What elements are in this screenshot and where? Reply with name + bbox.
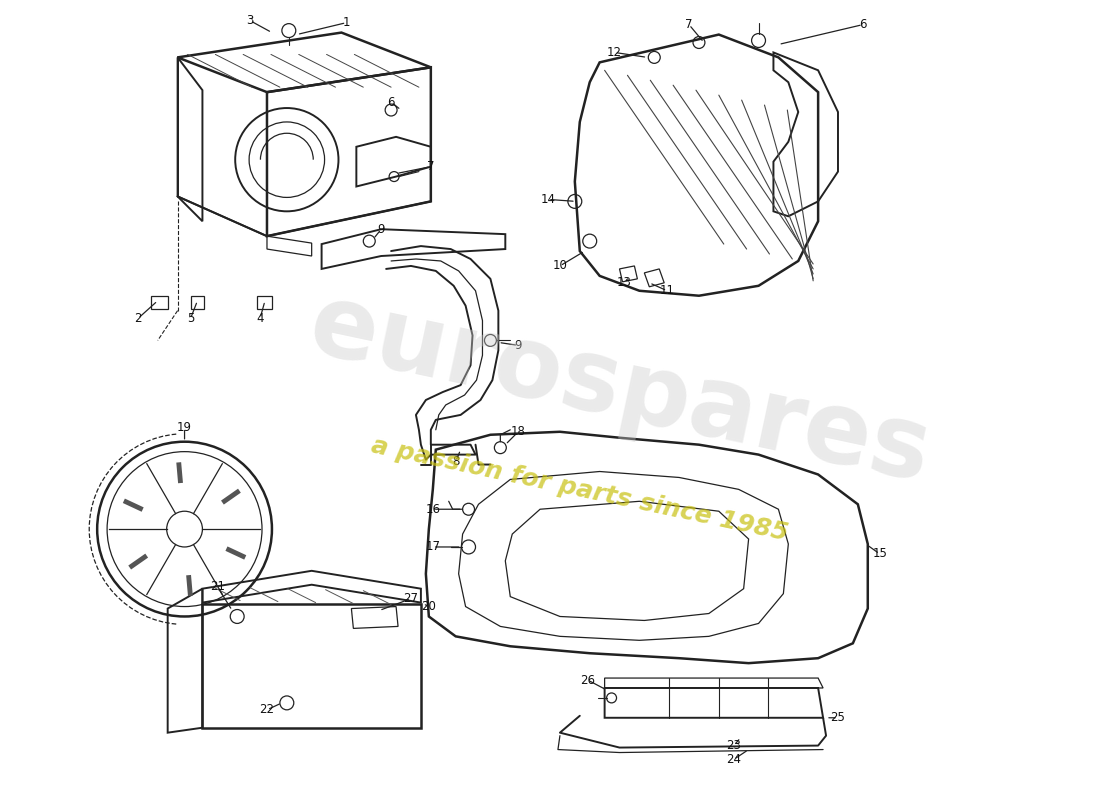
- Text: 26: 26: [580, 674, 595, 686]
- Text: 7: 7: [427, 160, 434, 173]
- Text: a passion for parts since 1985: a passion for parts since 1985: [370, 434, 791, 546]
- Text: 8: 8: [452, 455, 460, 468]
- Text: 25: 25: [830, 711, 846, 724]
- Text: 11: 11: [660, 284, 674, 298]
- Text: 3: 3: [246, 14, 254, 27]
- Text: eurospares: eurospares: [300, 277, 938, 503]
- Text: 2: 2: [134, 312, 142, 325]
- Text: 23: 23: [726, 739, 741, 752]
- Text: 22: 22: [260, 703, 275, 716]
- Text: 17: 17: [426, 541, 440, 554]
- Text: 5: 5: [187, 312, 195, 325]
- Text: 1: 1: [343, 16, 350, 29]
- Text: 9: 9: [377, 222, 385, 236]
- Text: 6: 6: [387, 95, 395, 109]
- Text: 18: 18: [510, 426, 526, 438]
- Text: 4: 4: [256, 312, 264, 325]
- Text: 16: 16: [426, 502, 440, 516]
- Text: 9: 9: [515, 339, 522, 352]
- Text: 6: 6: [859, 18, 867, 31]
- Text: 15: 15: [872, 547, 887, 561]
- Text: 27: 27: [404, 592, 418, 605]
- Text: 13: 13: [617, 276, 631, 290]
- Text: 20: 20: [421, 600, 437, 613]
- Text: 21: 21: [210, 580, 224, 593]
- Text: 14: 14: [540, 193, 556, 206]
- Text: 24: 24: [726, 753, 741, 766]
- Text: 7: 7: [685, 18, 693, 31]
- Text: 19: 19: [177, 422, 192, 434]
- Text: 10: 10: [552, 259, 568, 273]
- Text: 12: 12: [607, 46, 621, 59]
